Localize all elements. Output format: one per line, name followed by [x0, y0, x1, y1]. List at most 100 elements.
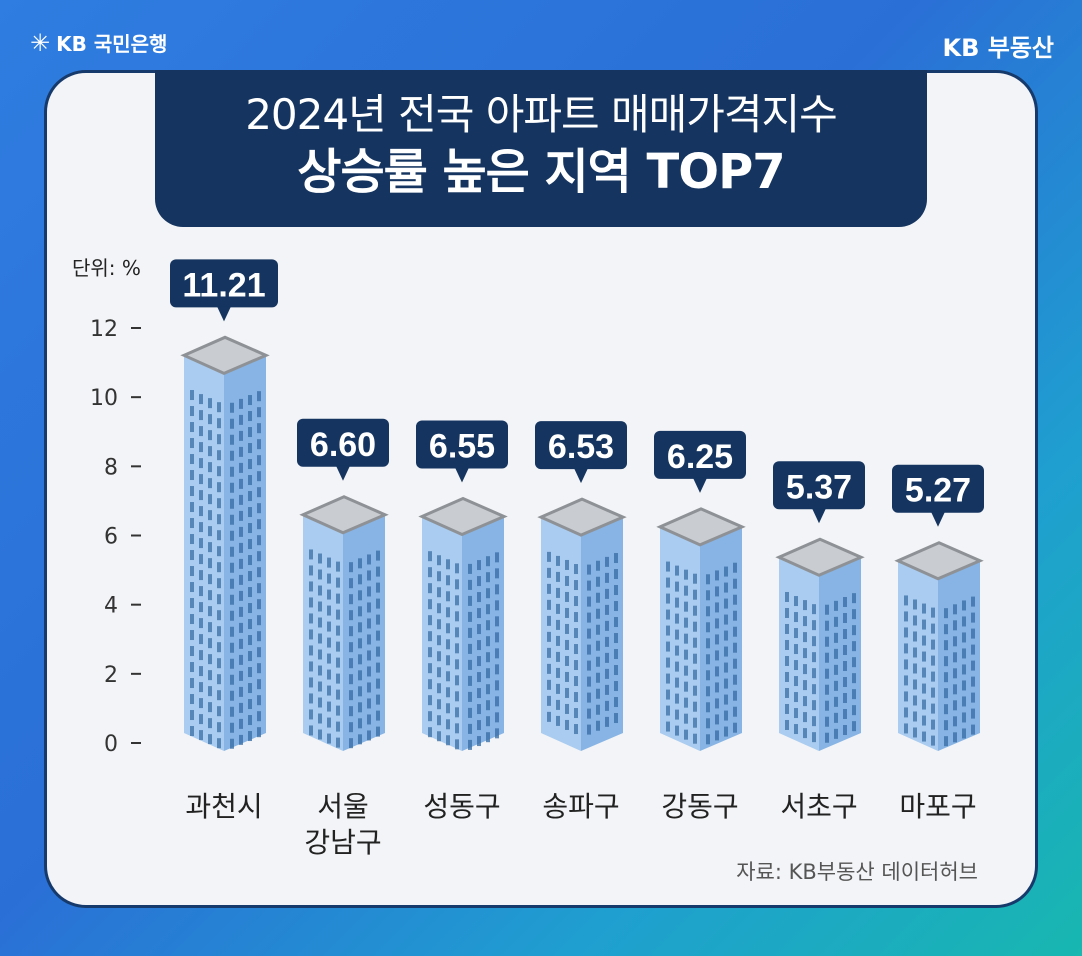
- window: [605, 556, 609, 567]
- category-label: 성동구: [423, 790, 500, 823]
- window: [971, 708, 975, 719]
- window: [248, 619, 252, 630]
- window: [495, 728, 499, 739]
- building-roof: [180, 335, 270, 375]
- window: [217, 402, 221, 413]
- window: [455, 643, 459, 654]
- window: [684, 713, 688, 724]
- window: [230, 738, 234, 749]
- window: [477, 688, 481, 699]
- window: [257, 487, 261, 498]
- window: [971, 692, 975, 703]
- window: [675, 597, 679, 608]
- window: [596, 560, 600, 571]
- window: [199, 650, 203, 661]
- window: [446, 703, 450, 714]
- window: [257, 663, 261, 674]
- callout-pointer: [455, 467, 469, 483]
- window: [358, 718, 362, 729]
- window: [944, 704, 948, 715]
- callout-pointer: [931, 511, 945, 527]
- window: [675, 677, 679, 688]
- window: [666, 625, 670, 636]
- window: [825, 732, 829, 743]
- window: [556, 699, 560, 710]
- window: [230, 594, 234, 605]
- window: [971, 628, 975, 639]
- callout-pointer: [217, 306, 231, 322]
- window: [825, 700, 829, 711]
- window: [309, 565, 313, 576]
- window: [733, 594, 737, 605]
- window: [309, 645, 313, 656]
- window: [358, 702, 362, 713]
- window: [693, 733, 697, 744]
- window: [944, 688, 948, 699]
- window: [913, 615, 917, 626]
- window: [309, 677, 313, 688]
- window: [208, 734, 212, 745]
- window: [217, 690, 221, 701]
- window: [190, 422, 194, 433]
- window: [455, 579, 459, 590]
- window: [376, 646, 380, 657]
- window: [962, 696, 966, 707]
- window: [349, 690, 353, 701]
- window: [715, 698, 719, 709]
- window: [962, 600, 966, 611]
- building-bar-side: [700, 526, 742, 751]
- window: [190, 534, 194, 545]
- window: [239, 622, 243, 633]
- window: [367, 618, 371, 629]
- window: [230, 642, 234, 653]
- window: [199, 570, 203, 581]
- window: [367, 602, 371, 613]
- window: [367, 666, 371, 677]
- window: [309, 725, 313, 736]
- window: [318, 729, 322, 740]
- window: [336, 577, 340, 588]
- window: [248, 603, 252, 614]
- window: [190, 390, 194, 401]
- window: [376, 694, 380, 705]
- window: [217, 626, 221, 637]
- window: [556, 571, 560, 582]
- window: [358, 606, 362, 617]
- window: [257, 455, 261, 466]
- window: [190, 662, 194, 673]
- window: [336, 705, 340, 716]
- window: [428, 567, 432, 578]
- window: [495, 568, 499, 579]
- window: [468, 627, 472, 638]
- window: [565, 623, 569, 634]
- window: [706, 606, 710, 617]
- window: [666, 641, 670, 652]
- window: [785, 703, 789, 714]
- window: [953, 716, 957, 727]
- window: [587, 580, 591, 591]
- window: [208, 462, 212, 473]
- window: [257, 599, 261, 610]
- window: [971, 596, 975, 607]
- window: [785, 607, 789, 618]
- window: [574, 580, 578, 591]
- window: [962, 728, 966, 739]
- window: [565, 703, 569, 714]
- window: [327, 701, 331, 712]
- window: [706, 622, 710, 633]
- window: [199, 522, 203, 533]
- window: [208, 622, 212, 633]
- window: [446, 575, 450, 586]
- window: [733, 626, 737, 637]
- window: [693, 669, 697, 680]
- window: [724, 678, 728, 689]
- window: [931, 735, 935, 746]
- window: [587, 596, 591, 607]
- window: [944, 656, 948, 667]
- window: [486, 716, 490, 727]
- building-bar-side: [819, 557, 861, 751]
- window: [556, 587, 560, 598]
- window: [257, 711, 261, 722]
- window: [495, 584, 499, 595]
- window: [495, 552, 499, 563]
